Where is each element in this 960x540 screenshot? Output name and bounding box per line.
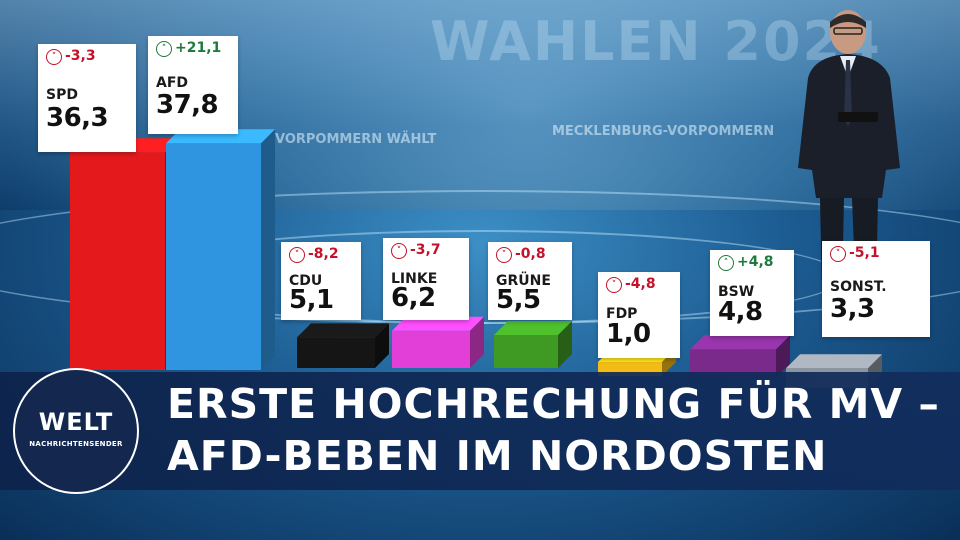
bar-cdu	[297, 323, 389, 368]
party-value: 4,8	[718, 297, 763, 327]
chevron-up-icon: ˄	[718, 255, 734, 271]
change-value: -0,8	[515, 246, 546, 262]
party-value: 1,0	[606, 319, 651, 349]
bar-top	[392, 316, 484, 331]
party-name: FDP	[606, 306, 638, 322]
chevron-up-icon: ˄	[156, 41, 172, 57]
value-tag-cdu: ˅ -8,2 CDU 5,1	[281, 242, 361, 320]
bar-front	[494, 335, 558, 368]
chevron-down-icon: ˅	[289, 247, 305, 263]
value-tag-spd: ˅ -3,3 SPD 36,3	[38, 44, 136, 152]
value-tag-fdp: ˅ -4,8 FDP 1,0	[598, 272, 680, 358]
change-value: -3,7	[410, 242, 441, 258]
bar-top	[786, 354, 882, 369]
bar-side	[776, 335, 790, 378]
bar-top	[297, 323, 389, 338]
headline-banner: ERSTE HOCHRECHUNG FÜR MV – AFD-BEBEN IM …	[0, 372, 960, 490]
party-name: AFD	[156, 75, 189, 91]
chevron-down-icon: ˅	[391, 243, 407, 259]
value-tag-linke: ˅ -3,7 LINKE 6,2	[383, 238, 469, 320]
party-name: CDU	[289, 273, 323, 289]
value-tag-sonst: ˅ -5,1 SONST. 3,3	[822, 241, 930, 337]
change-value: -4,8	[625, 276, 656, 292]
chevron-down-icon: ˅	[830, 246, 846, 262]
bar-afd	[166, 129, 275, 370]
party-name: BSW	[718, 284, 755, 300]
bar-front	[392, 330, 470, 368]
wall-label-right: MECKLENBURG-VORPOMMERN	[552, 124, 775, 139]
change-value: -5,1	[849, 245, 880, 261]
change-label: ˅ -8,2	[289, 246, 339, 263]
party-name: SPD	[46, 87, 78, 103]
value-tag-afd: ˄ +21,1 AFD 37,8	[148, 36, 238, 134]
bar-grne	[494, 321, 572, 368]
bar-bsw	[690, 335, 790, 378]
bar-top	[494, 321, 572, 335]
party-name: SONST.	[830, 279, 887, 295]
party-value: 3,3	[830, 294, 875, 324]
change-label: ˅ -0,8	[496, 246, 546, 263]
value-tag-bsw: ˄ +4,8 BSW 4,8	[710, 250, 794, 336]
bar-front	[70, 152, 165, 370]
change-label: ˅ -5,1	[830, 245, 880, 262]
change-label: ˄ +21,1	[156, 40, 221, 57]
party-value: 5,5	[496, 285, 541, 315]
wall-label-left: VORPOMMERN WÄHLT	[275, 132, 437, 147]
headline-line-1: ERSTE HOCHRECHUNG FÜR MV –	[167, 380, 940, 428]
change-label: ˅ -4,8	[606, 276, 656, 293]
bar-side	[375, 323, 389, 368]
change-value: -3,3	[65, 48, 96, 64]
party-value: 36,3	[46, 103, 109, 133]
bar-side	[470, 316, 484, 368]
bar-top	[690, 335, 790, 350]
welt-logo: WELT NACHRICHTENSENDER	[13, 368, 139, 494]
bar-spd	[70, 138, 179, 370]
chevron-down-icon: ˅	[46, 49, 62, 65]
value-tag-grne: ˅ -0,8 GRÜNE 5,5	[488, 242, 572, 320]
change-value: -8,2	[308, 246, 339, 262]
party-value: 6,2	[391, 283, 436, 313]
party-value: 5,1	[289, 285, 334, 315]
party-name: GRÜNE	[496, 273, 551, 289]
bar-front	[297, 337, 375, 368]
bar-linke	[392, 316, 484, 368]
change-label: ˅ -3,7	[391, 242, 441, 259]
chevron-down-icon: ˅	[496, 247, 512, 263]
change-label: ˅ -3,3	[46, 48, 96, 65]
chevron-down-icon: ˅	[606, 277, 622, 293]
party-name: LINKE	[391, 271, 438, 287]
logo-subtitle: NACHRICHTENSENDER	[29, 440, 123, 448]
bar-side	[261, 129, 275, 370]
bar-front	[166, 143, 261, 370]
change-value: +21,1	[175, 40, 222, 56]
headline-line-2: AFD-BEBEN IM NORDOSTEN	[167, 432, 828, 480]
logo-brand: WELT	[38, 408, 114, 436]
bar-side	[558, 321, 572, 368]
change-label: ˄ +4,8	[718, 254, 774, 271]
party-value: 37,8	[156, 90, 219, 120]
wahlen-watermark: WAHLEN 2024	[430, 10, 882, 73]
change-value: +4,8	[737, 254, 774, 270]
